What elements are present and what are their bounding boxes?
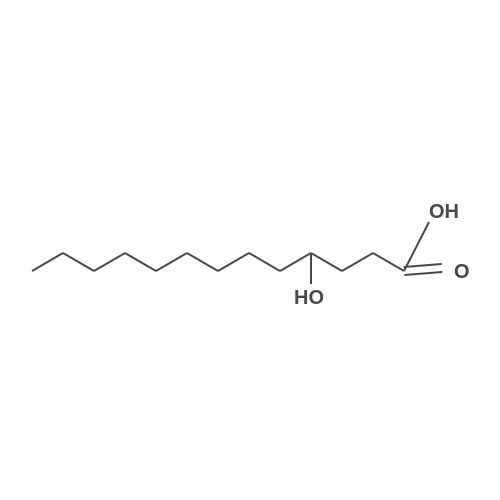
bond-line xyxy=(63,253,94,271)
bond-line xyxy=(373,253,404,271)
bond-line xyxy=(94,253,125,271)
bond-line xyxy=(32,253,63,271)
bond-line xyxy=(311,253,342,271)
bond-line xyxy=(156,253,187,271)
bond-line xyxy=(404,222,429,271)
bond-line xyxy=(249,253,280,271)
atom-label: OH xyxy=(429,201,459,223)
atom-label: HO xyxy=(294,287,324,309)
atom-label: O xyxy=(454,261,470,283)
bond-line xyxy=(280,253,311,271)
bond-line xyxy=(342,253,373,271)
bond-line xyxy=(125,253,156,271)
bond-line xyxy=(187,253,218,271)
bond-line xyxy=(404,264,442,267)
bond-line xyxy=(404,272,442,275)
chemical-structure-diagram: HO OH O xyxy=(0,0,500,500)
bond-line xyxy=(218,253,249,271)
